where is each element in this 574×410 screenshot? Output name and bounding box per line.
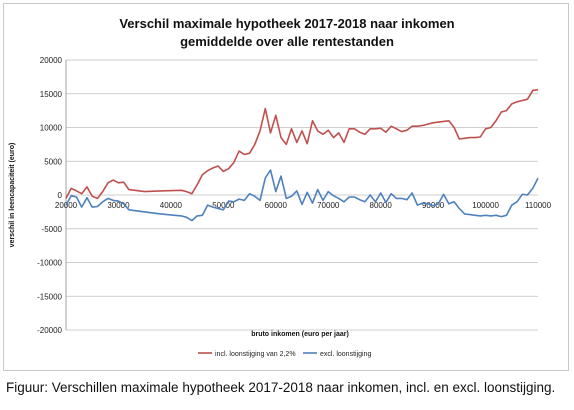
legend-label-1: incl. loonstijging van 2,2% [215, 351, 296, 358]
y-tick-label: -15000 [37, 292, 62, 301]
y-tick-label: 15000 [40, 90, 63, 99]
x-tick-label: 100000 [472, 201, 499, 210]
chart-title: Verschil maximale hypotheek 2017-2018 na… [119, 16, 454, 31]
x-tick-label: 50000 [212, 201, 235, 210]
x-tick-label: 80000 [370, 201, 393, 210]
y-tick-label: 5000 [44, 157, 62, 166]
x-axis-label: bruto inkomen (euro per jaar) [251, 331, 349, 338]
legend: incl. loonstijging van 2,2% excl. loonsti… [198, 351, 371, 358]
y-tick-label: -10000 [37, 259, 62, 268]
chart-subtitle: gemiddelde over alle rentestanden [180, 34, 394, 49]
y-tick-label: 0 [58, 191, 63, 200]
figure-caption: Figuur: Verschillen maximale hypotheek 2… [6, 380, 556, 395]
legend-label-2: excl. loonstijging [320, 351, 371, 358]
line-chart: Verschil maximale hypotheek 2017-2018 na… [9, 16, 552, 358]
y-axis-ticks: 20000 15000 10000 5000 0 -5000 -10000 -15000 -20… [37, 56, 62, 335]
x-tick-label: 110000 [525, 201, 552, 210]
x-tick-label: 20000 [55, 201, 78, 210]
gridlines [65, 59, 538, 331]
y-tick-label: -5000 [42, 225, 63, 234]
y-tick-label: 10000 [40, 124, 63, 133]
x-tick-label: 30000 [107, 201, 130, 210]
x-tick-label: 60000 [265, 201, 288, 210]
series-line-1 [65, 88, 539, 200]
series-lines [65, 88, 539, 222]
y-tick-label: -20000 [37, 326, 62, 335]
x-tick-label: 40000 [160, 201, 183, 210]
x-tick-label: 70000 [317, 201, 340, 210]
series-line-2 [65, 169, 539, 222]
y-axis-label: verschil in leencapaciteit (euro) [9, 143, 16, 248]
y-tick-label: 20000 [40, 56, 63, 65]
chart-frame [3, 3, 569, 371]
